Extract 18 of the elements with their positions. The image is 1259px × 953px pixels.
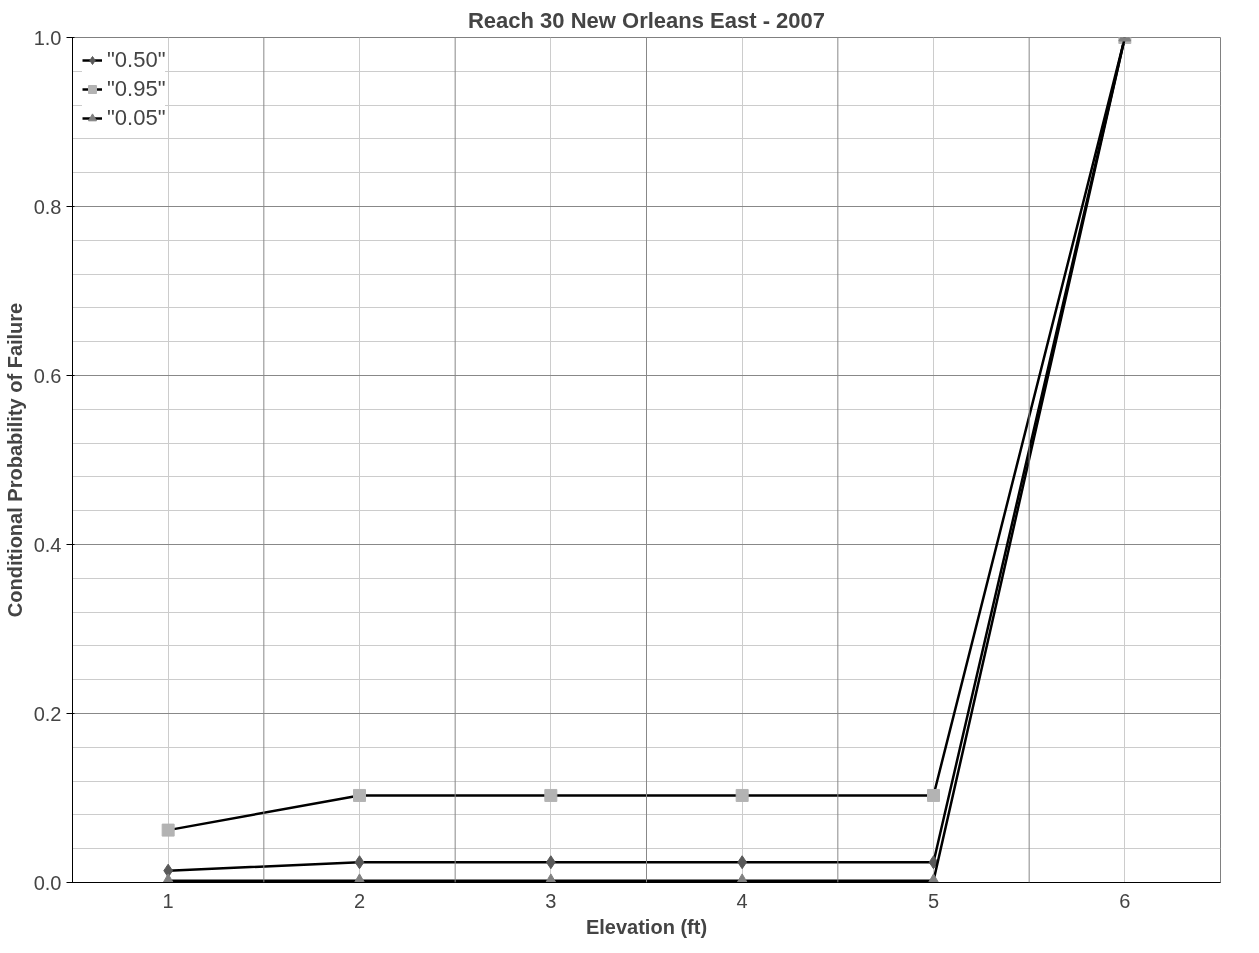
y-tick-label: 0.4 (33, 533, 62, 556)
x-tick-label: 4 (736, 889, 748, 912)
x-tick-label: 5 (927, 889, 940, 912)
y-tick-label: 0.8 (33, 195, 62, 218)
y-tick-label: 0.0 (33, 871, 62, 894)
y-tick-label: 0.2 (33, 702, 62, 725)
y-axis-title: Conditional Probability of Failure (3, 302, 26, 618)
y-tick-label: 1.0 (33, 26, 62, 49)
x-tick-label: 2 (353, 889, 366, 912)
x-axis-title: Elevation (ft) (585, 915, 708, 938)
x-tick-label: 3 (545, 889, 557, 912)
x-tick-label: 1 (162, 889, 174, 912)
x-tick-label: 6 (1119, 889, 1131, 912)
chart-title: Reach 30 New Orleans East - 2007 (467, 7, 826, 33)
y-tick-label: 0.6 (33, 364, 62, 387)
legend-label: "0.95" (107, 76, 166, 102)
legend-label: "0.50" (107, 47, 166, 73)
legend-label: "0.05" (107, 105, 166, 131)
